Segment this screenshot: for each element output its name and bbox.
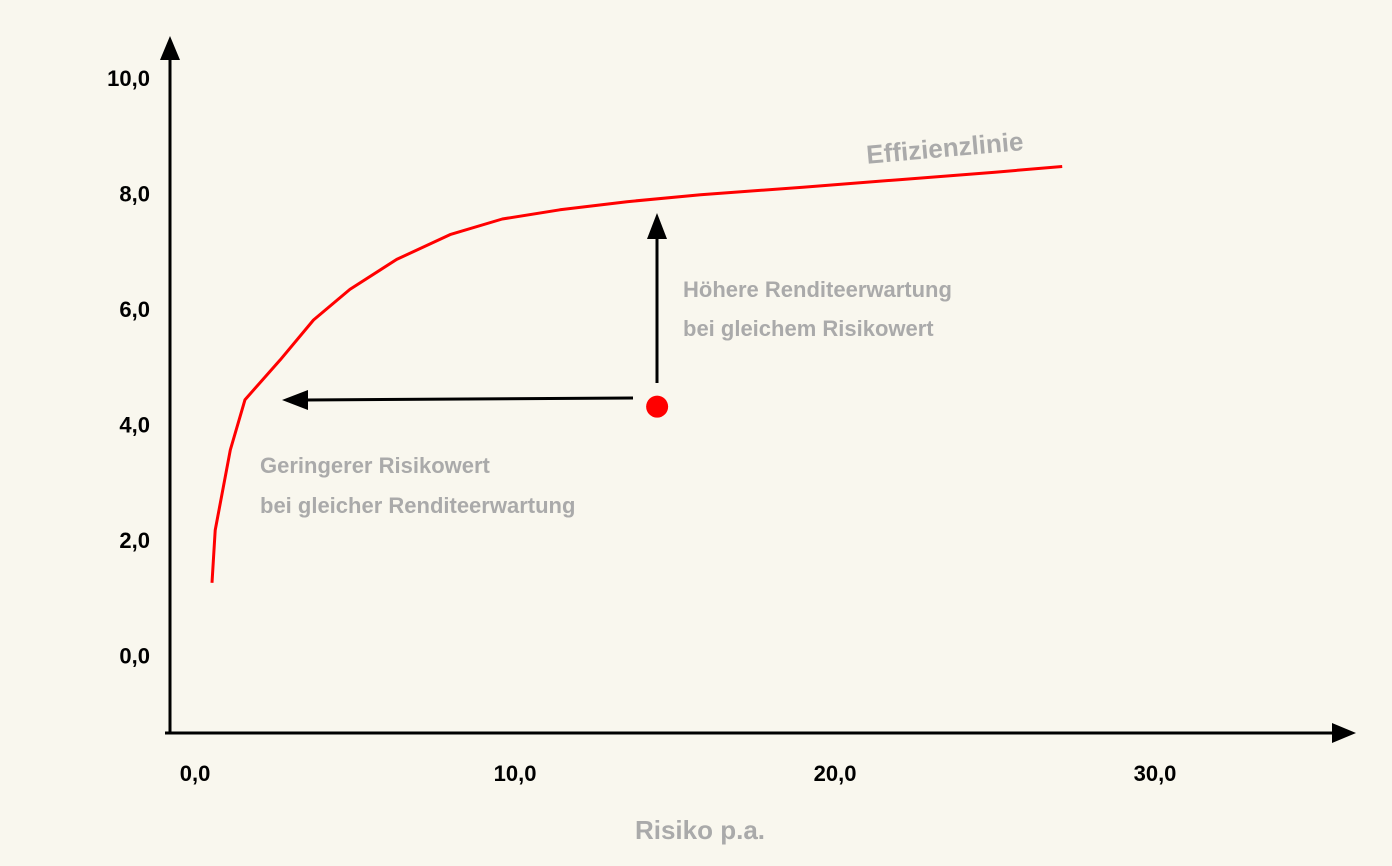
x-tick-label: 20,0 [814, 761, 857, 786]
y-tick-label: 0,0 [119, 644, 150, 669]
x-tick-label: 30,0 [1134, 761, 1177, 786]
arrow-left-head [282, 390, 308, 410]
x-axis-arrow [1332, 723, 1356, 743]
arrow-left [304, 396, 634, 402]
y-tick-label: 2,0 [119, 528, 150, 553]
y-tick-label: 6,0 [119, 297, 150, 322]
x-tick-label: 10,0 [494, 761, 537, 786]
annotation: bei gleichem Risikowert [683, 316, 934, 341]
annotation: Geringerer Risikowert [260, 453, 491, 478]
x-axis-label: Risiko p.a. [635, 815, 765, 845]
annotation: bei gleicher Renditeerwartung [260, 493, 575, 518]
x-tick-label: 0,0 [180, 761, 211, 786]
y-axis-arrow [160, 36, 180, 60]
y-tick-label: 10,0 [107, 66, 150, 91]
portfolio-point [646, 395, 669, 418]
efficiency-line [210, 165, 1063, 583]
annotation: Höhere Renditeerwartung [683, 277, 952, 302]
y-tick-label: 4,0 [119, 413, 150, 438]
arrow-up-head [647, 213, 667, 239]
y-tick-label: 8,0 [119, 182, 150, 207]
